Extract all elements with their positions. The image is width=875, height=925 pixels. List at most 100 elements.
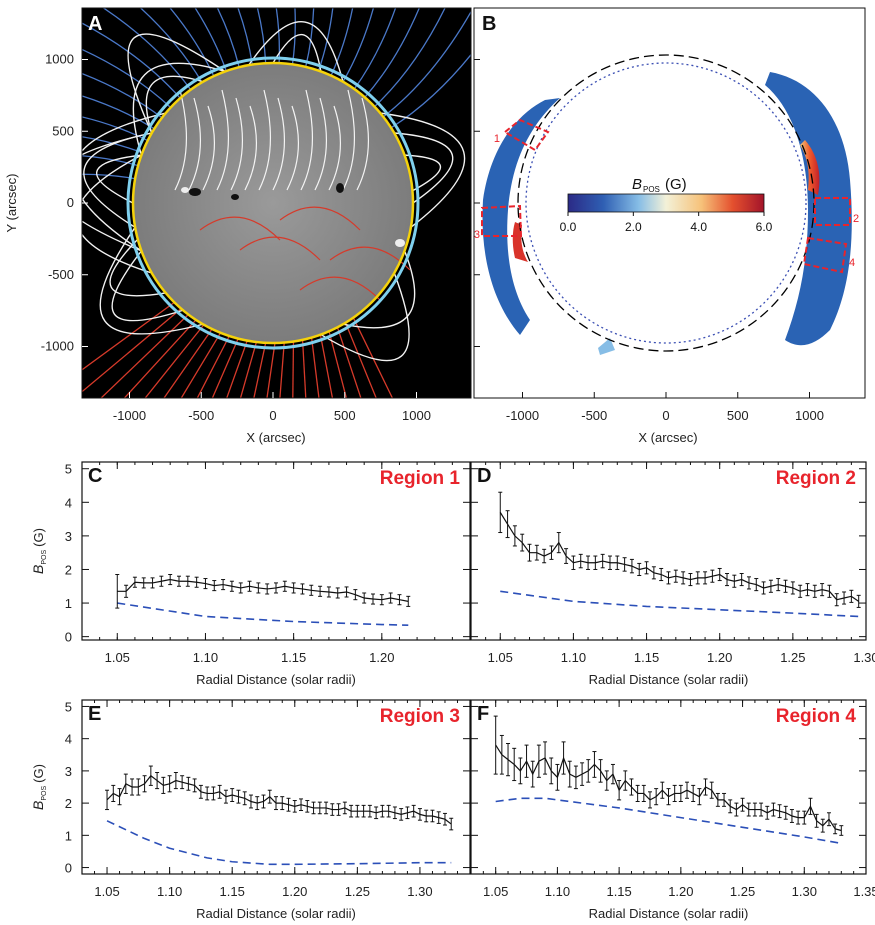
open-field-line-blue <box>82 72 163 119</box>
error-bar-point <box>739 573 744 587</box>
open-field-line-red <box>196 335 230 398</box>
open-field-line-red <box>266 342 276 398</box>
x-tick-label: 1.30 <box>853 650 875 665</box>
y-tick-label: -1000 <box>41 339 74 354</box>
open-field-line-blue <box>237 8 253 65</box>
error-bar-point <box>802 810 807 825</box>
error-bar-point <box>728 799 733 814</box>
open-field-line-blue <box>82 155 139 167</box>
error-bar-point <box>783 805 788 820</box>
error-bar-point <box>212 580 217 592</box>
error-bar-point <box>186 776 191 791</box>
open-field-line-blue <box>353 8 397 90</box>
error-bar-point <box>746 576 751 590</box>
disk-field-line <box>300 89 314 191</box>
plot-frame <box>81 699 471 875</box>
open-field-line-blue <box>305 8 315 68</box>
error-bar-point <box>586 759 591 783</box>
open-field-line-red <box>319 334 334 398</box>
error-bar-point <box>205 786 210 801</box>
disk-field-line-red <box>329 246 411 271</box>
panel-letter: F <box>477 703 489 725</box>
error-bar-point <box>527 543 532 562</box>
open-field-line-red <box>344 322 377 398</box>
error-bar-point <box>607 555 612 570</box>
open-field-line-blue <box>330 8 354 76</box>
sunspot <box>181 187 189 193</box>
error-bar-point <box>814 813 819 828</box>
error-bar-point <box>672 784 677 802</box>
error-bar-point <box>505 510 510 539</box>
error-bar-point <box>617 780 622 801</box>
error-bar-point <box>598 759 603 783</box>
error-bar-point <box>442 812 447 826</box>
error-bar-point <box>681 571 686 585</box>
error-bar-point <box>388 592 393 604</box>
error-bar-point <box>615 555 620 570</box>
panel-a: A -1000 -500 0 500 1000 1000 500 0 -500 -1000 X (… <box>4 7 472 445</box>
error-bar-point <box>506 743 511 777</box>
disk-field-line-red <box>299 276 381 301</box>
error-bar-point <box>697 788 702 806</box>
panel-e: 1.05 1.10 1.15 1.20 1.25 1.30 0 1 2 3 4 5 E Region 3 R… <box>30 699 471 921</box>
x-tick-label: 1.10 <box>193 650 218 665</box>
x-tick-label: 1.15 <box>220 884 245 899</box>
x-tick-label: 1.15 <box>606 884 631 899</box>
error-bar-point <box>761 581 766 595</box>
colorbar-tick-label: 2.0 <box>625 220 642 234</box>
colorbar-tick-label: 6.0 <box>756 220 773 234</box>
error-bar-point <box>242 791 247 806</box>
error-bar-point <box>168 574 173 586</box>
open-field-line-red <box>82 301 175 371</box>
error-bar-point <box>518 757 523 785</box>
x-tick-label: 1.25 <box>780 650 805 665</box>
sunspot <box>336 183 344 193</box>
error-bar-point <box>717 567 722 582</box>
x-axis-label: Radial Distance (solar radii) <box>589 906 749 921</box>
error-bar-point <box>709 781 714 799</box>
closed-field-loop <box>380 112 466 228</box>
colorbar-gradient <box>567 193 765 213</box>
disk-field-lines <box>174 89 411 301</box>
region-title: Region 4 <box>776 706 857 727</box>
x-tick-label: 0 <box>269 408 276 423</box>
x-tick-label: 1.20 <box>668 884 693 899</box>
open-field-line-red <box>123 319 197 398</box>
error-bar-point <box>261 794 266 809</box>
error-bar-point <box>267 789 272 804</box>
model-curve-dashed <box>106 820 452 866</box>
error-bar-point <box>111 784 116 802</box>
error-bar-point <box>141 577 146 589</box>
open-field-line-red <box>253 342 267 398</box>
disk-field-line <box>328 105 341 191</box>
error-bar-point <box>180 775 185 790</box>
disk-field-line <box>272 97 285 191</box>
x-tick-label: 1.15 <box>634 650 659 665</box>
region-box-label: 1 <box>494 133 500 145</box>
error-bar-point <box>430 809 435 823</box>
error-bar-point <box>449 817 454 831</box>
error-bar-point <box>666 571 671 585</box>
model-curve-dashed <box>495 797 842 845</box>
error-bar-point <box>311 801 316 815</box>
y-tick-label: 5 <box>65 699 72 714</box>
error-bar-point <box>578 553 583 569</box>
open-field-line-red <box>211 338 239 398</box>
panel-a-letter: A <box>88 13 102 35</box>
error-bar-point <box>221 579 226 591</box>
x-tick-label: -500 <box>188 408 214 423</box>
open-field-line-red <box>180 332 222 398</box>
error-bar-point <box>230 788 235 802</box>
error-bar-point <box>703 778 708 796</box>
error-bar-point <box>820 818 825 833</box>
error-bar-point <box>150 577 155 589</box>
error-bar-point <box>561 741 566 775</box>
error-bar-point <box>305 800 310 813</box>
y-tick-label: 1 <box>65 596 72 611</box>
error-bar-point <box>798 584 803 598</box>
error-bar-point <box>691 784 696 802</box>
error-bar-point <box>734 802 739 817</box>
error-bar-point <box>715 792 720 807</box>
colorbar-tick-label: 0.0 <box>560 220 577 234</box>
disk-field-line-red <box>279 206 361 231</box>
